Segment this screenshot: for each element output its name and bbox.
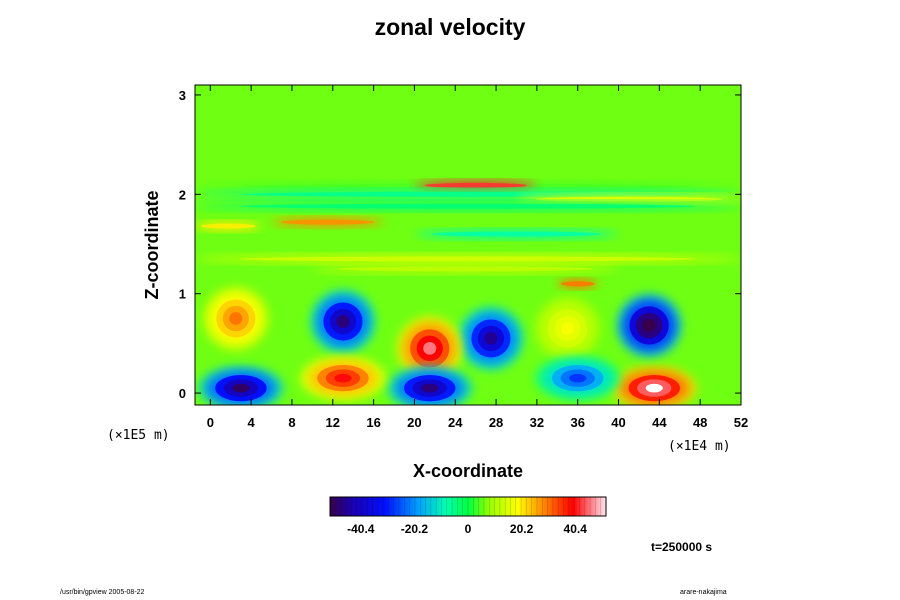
x-tick-label: 48 (693, 415, 707, 430)
velocity-cell (534, 296, 601, 361)
x-tick-label: 4 (248, 415, 256, 430)
velocity-band (312, 263, 619, 274)
x-tick-label: 8 (288, 415, 295, 430)
y-tick-label: 2 (179, 187, 186, 202)
x-tick-label: 16 (366, 415, 380, 430)
chart-title: zonal velocity (374, 14, 526, 40)
x-axis-title: X-coordinate (413, 461, 523, 481)
velocity-band (414, 229, 619, 240)
x-tick-label: 32 (530, 415, 544, 430)
colorbar-gradient (329, 496, 607, 517)
plot-frame (194, 84, 742, 406)
x-tick-label: 0 (207, 415, 214, 430)
time-label: t=250000 s (651, 540, 713, 554)
y-tick-label: 1 (179, 287, 186, 302)
colorbar-tick-labels: -40.4 -20.2 0 20.2 40.4 (347, 522, 587, 536)
colorbar: -40.4 -20.2 0 20.2 40.4 (329, 496, 607, 536)
colorbar-tick-label: 0 (465, 522, 472, 536)
footer-command: /usr/bin/gpview 2005-08-22 (60, 589, 145, 596)
x-tick-label: 28 (489, 415, 503, 430)
colorbar-tick-label: 40.4 (564, 522, 588, 536)
x-tick-label: 24 (448, 415, 463, 430)
y-tick-label: 0 (179, 386, 186, 401)
velocity-band (557, 278, 599, 289)
x-tick-label: 20 (407, 415, 421, 430)
velocity-cell (616, 293, 682, 358)
velocity-cell (397, 316, 463, 381)
velocity-cell (534, 356, 621, 401)
velocity-cell (458, 306, 524, 371)
x-tick-label: 44 (652, 415, 667, 430)
colorbar-tick-label: -20.2 (401, 522, 429, 536)
velocity-band (195, 253, 741, 264)
velocity-cell (386, 366, 473, 405)
colorbar-tick-label: 20.2 (510, 522, 534, 536)
x-tick-label: 36 (570, 415, 584, 430)
x-tick-label: 52 (734, 415, 748, 430)
x-tick-label: 12 (326, 415, 340, 430)
y-tick-label: 3 (179, 88, 186, 103)
x-tick-label: 40 (611, 415, 625, 430)
velocity-cell (198, 366, 284, 405)
velocity-cell (203, 286, 269, 351)
velocity-band (195, 221, 262, 232)
velocity-band (271, 217, 384, 228)
velocity-band (414, 180, 537, 191)
x-scale-note: (×1E4 m) (668, 439, 731, 454)
velocity-cell (300, 356, 386, 401)
y-axis-title: Z-coordinate (142, 190, 162, 299)
colorbar-levels (329, 497, 607, 516)
velocity-field (195, 85, 741, 405)
velocity-cell (310, 289, 376, 354)
x-axis-ticks: 0 4 8 12 16 20 24 28 32 36 40 44 48 52 (207, 85, 748, 430)
z-scale-note: (×1E5 m) (107, 428, 170, 443)
colorbar-tick-label: -40.4 (347, 522, 375, 536)
y-axis-ticks: 0 1 2 3 (179, 88, 741, 401)
footer-author: arare-nakajima (680, 589, 727, 596)
velocity-cell (611, 366, 698, 405)
velocity-band (195, 201, 741, 212)
